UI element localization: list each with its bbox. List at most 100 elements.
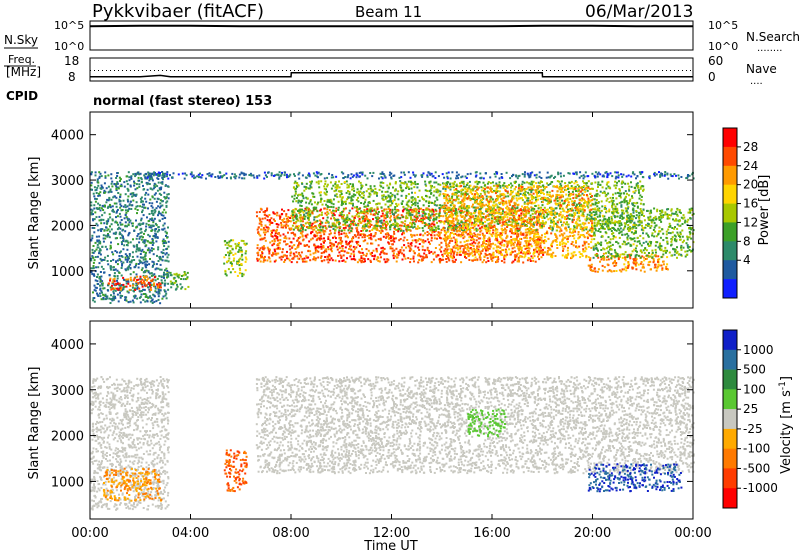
heatmap-cell bbox=[139, 197, 142, 200]
heatmap-cell bbox=[490, 258, 493, 261]
heatmap-cell bbox=[507, 224, 509, 227]
heatmap-cell bbox=[365, 252, 368, 255]
heatmap-cell bbox=[499, 186, 502, 189]
heatmap-cell bbox=[316, 238, 319, 241]
heatmap-cell bbox=[144, 176, 147, 179]
heatmap-cell bbox=[163, 284, 166, 287]
heatmap-cell bbox=[115, 177, 118, 179]
heatmap-cell bbox=[411, 204, 414, 207]
heatmap-cell bbox=[163, 227, 166, 230]
heatmap-cell bbox=[142, 280, 145, 283]
heatmap-cell bbox=[336, 195, 339, 198]
heatmap-cell bbox=[410, 183, 413, 186]
heatmap-cell bbox=[478, 227, 481, 230]
heatmap-cell bbox=[496, 222, 499, 225]
heatmap-cell bbox=[411, 181, 414, 184]
heatmap-cell bbox=[309, 184, 312, 187]
heatmap-cell bbox=[486, 219, 489, 222]
heatmap-cell bbox=[355, 213, 358, 216]
heatmap-cell bbox=[149, 218, 152, 221]
heatmap-cell bbox=[438, 207, 441, 209]
heatmap-cell bbox=[279, 174, 282, 177]
heatmap-cell bbox=[320, 247, 323, 250]
heatmap-cell bbox=[356, 230, 358, 233]
heatmap-cell bbox=[373, 185, 376, 188]
heatmap-cell bbox=[598, 194, 601, 197]
heatmap-cell bbox=[388, 174, 391, 177]
heatmap-cell bbox=[116, 259, 119, 262]
heatmap-cell bbox=[152, 293, 155, 296]
heatmap-cell bbox=[499, 213, 502, 216]
heatmap-cell bbox=[106, 221, 109, 224]
heatmap-cell bbox=[383, 219, 386, 222]
heatmap-cell bbox=[260, 224, 263, 227]
heatmap-cell bbox=[165, 292, 168, 295]
heatmap-cell bbox=[126, 217, 129, 220]
heatmap-cell bbox=[468, 206, 471, 209]
heatmap-cell bbox=[283, 237, 286, 239]
heatmap-cell bbox=[466, 193, 469, 196]
heatmap-cell bbox=[525, 244, 528, 247]
heatmap-cell bbox=[421, 248, 424, 251]
heatmap-cell bbox=[361, 248, 363, 251]
heatmap-cell bbox=[150, 279, 153, 282]
heatmap-cell bbox=[122, 240, 125, 242]
heatmap-cell bbox=[125, 175, 128, 178]
heatmap-cell bbox=[154, 229, 157, 232]
heatmap-cell bbox=[157, 198, 160, 201]
heatmap-cell bbox=[346, 234, 348, 237]
heatmap-cell bbox=[558, 218, 561, 221]
heatmap-cell bbox=[549, 175, 552, 178]
heatmap-cell bbox=[183, 177, 186, 180]
heatmap-cell bbox=[179, 283, 182, 286]
heatmap-cell bbox=[401, 233, 404, 236]
heatmap-cell bbox=[366, 242, 369, 245]
heatmap-cell bbox=[362, 229, 365, 232]
heatmap-cell bbox=[383, 227, 386, 229]
heatmap-cell bbox=[637, 189, 640, 192]
heatmap-cell bbox=[119, 179, 121, 182]
heatmap-cell bbox=[301, 230, 304, 233]
heatmap-cell bbox=[123, 185, 126, 188]
heatmap-cell bbox=[532, 196, 535, 199]
heatmap-cell bbox=[518, 229, 521, 232]
heatmap-cell bbox=[103, 211, 106, 214]
heatmap-cell bbox=[439, 257, 441, 260]
heatmap-cell bbox=[516, 177, 519, 180]
heatmap-cell bbox=[92, 267, 95, 270]
heatmap-cell bbox=[374, 212, 377, 215]
heatmap-cell bbox=[420, 220, 423, 223]
heatmap-cell bbox=[128, 204, 131, 207]
heatmap-cell bbox=[402, 229, 405, 232]
heatmap-cell bbox=[414, 174, 417, 177]
heatmap-cell bbox=[417, 239, 420, 242]
heatmap-cell bbox=[626, 214, 629, 217]
heatmap-cell bbox=[428, 208, 431, 211]
heatmap-cell bbox=[283, 210, 286, 213]
heatmap-cell bbox=[409, 247, 412, 250]
heatmap-cell bbox=[286, 220, 289, 223]
heatmap-cell bbox=[94, 279, 97, 282]
freq-right-tick-top: 60 bbox=[708, 54, 723, 68]
heatmap-cell bbox=[479, 230, 482, 233]
heatmap-cell bbox=[511, 218, 514, 221]
heatmap-cell bbox=[405, 183, 408, 186]
heatmap-cell bbox=[112, 295, 115, 298]
heatmap-cell bbox=[348, 193, 351, 196]
heatmap-cell bbox=[119, 196, 122, 198]
heatmap-cell bbox=[405, 187, 408, 190]
heatmap-cell bbox=[133, 180, 135, 183]
heatmap-cell bbox=[611, 175, 614, 178]
heatmap-cell bbox=[320, 211, 323, 214]
heatmap-cell bbox=[571, 219, 574, 222]
heatmap-cell bbox=[529, 173, 532, 176]
heatmap-cell bbox=[307, 172, 310, 175]
heatmap-cell bbox=[153, 182, 156, 185]
heatmap-cell bbox=[113, 274, 116, 277]
heatmap-cell bbox=[402, 189, 405, 192]
freq-left-label-line1: Freq. bbox=[8, 53, 35, 66]
heatmap-cell bbox=[500, 260, 503, 262]
heatmap-cell bbox=[575, 171, 578, 174]
heatmap-cell bbox=[385, 220, 388, 223]
heatmap-cell bbox=[139, 224, 142, 227]
